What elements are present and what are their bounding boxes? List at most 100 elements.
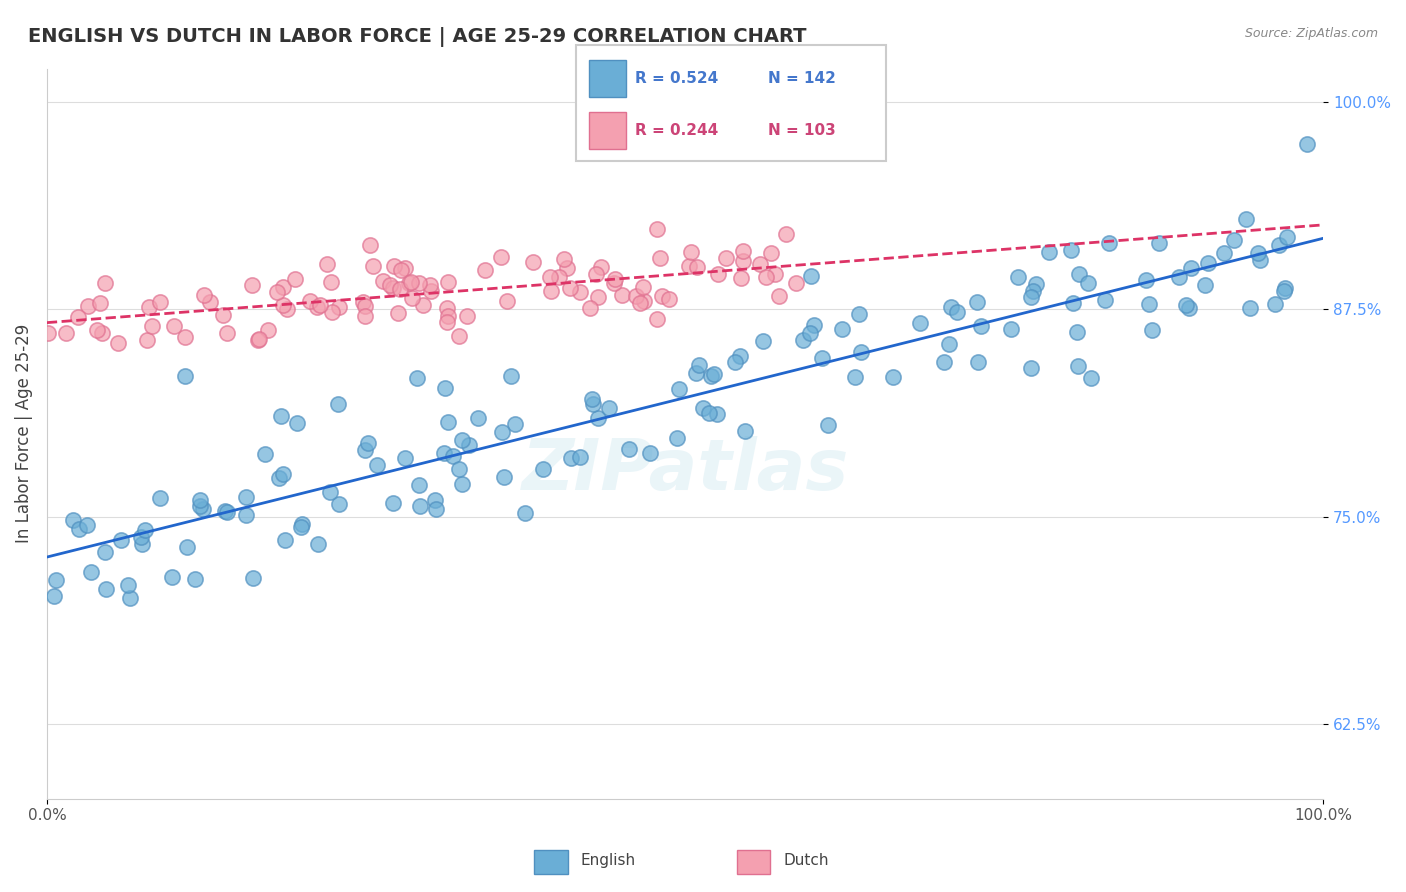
English [242,571,264,585]
Dutch [645,311,668,326]
Dutch [548,270,571,285]
Dutch [353,310,375,324]
English [149,491,172,505]
Dutch [436,315,458,329]
English [1274,284,1296,298]
Text: English: English [581,854,636,868]
English [45,573,67,587]
Dutch [553,252,575,267]
English [1234,211,1257,226]
Dutch [733,253,755,268]
English [160,570,183,584]
English [1025,277,1047,292]
English [1137,297,1160,311]
English [328,497,350,511]
Dutch [89,295,111,310]
English [939,300,962,314]
English [1197,256,1219,270]
English [946,305,969,319]
Dutch [66,310,89,325]
Dutch [328,300,350,314]
English [799,326,821,340]
Dutch [193,288,215,302]
English [307,537,329,551]
Text: ENGLISH VS DUTCH IN LABOR FORCE | AGE 25-29 CORRELATION CHART: ENGLISH VS DUTCH IN LABOR FORCE | AGE 25… [28,27,807,46]
Dutch [212,308,235,322]
Dutch [394,261,416,276]
English [1007,270,1029,285]
English [1268,237,1291,252]
Dutch [603,271,626,285]
Dutch [321,305,343,319]
English [817,417,839,432]
Dutch [624,289,647,303]
English [1142,323,1164,337]
English [666,431,689,445]
English [1212,245,1234,260]
English [752,334,775,348]
English [441,449,464,463]
English [382,496,405,510]
Dutch [107,336,129,351]
English [1067,267,1090,281]
Dutch [610,288,633,302]
FancyBboxPatch shape [737,849,770,874]
Dutch [359,238,381,252]
English [617,442,640,457]
English [800,268,823,283]
English [96,582,118,597]
Dutch [148,295,170,310]
English [1135,273,1157,287]
English [494,470,516,484]
Dutch [586,290,609,304]
English [394,451,416,466]
Dutch [716,252,738,266]
Text: Source: ZipAtlas.com: Source: ZipAtlas.com [1244,27,1378,40]
Text: R = 0.244: R = 0.244 [636,123,718,138]
English [560,450,582,465]
Dutch [419,285,441,299]
English [326,397,349,411]
English [1147,235,1170,250]
English [692,401,714,416]
Dutch [648,252,671,266]
Dutch [86,323,108,337]
FancyBboxPatch shape [589,112,626,149]
Dutch [633,294,655,309]
English [491,425,513,440]
English [458,438,481,452]
English [425,501,447,516]
English [467,411,489,425]
Text: N = 142: N = 142 [768,70,837,86]
English [215,505,238,519]
English [1247,245,1270,260]
English [1239,301,1261,315]
Dutch [136,333,159,347]
English [910,316,932,330]
English [290,520,312,534]
Dutch [589,260,612,275]
English [1277,230,1299,244]
Dutch [298,293,321,308]
English [1222,233,1244,247]
Dutch [768,289,790,303]
English [67,522,90,536]
Dutch [141,318,163,333]
English [1060,244,1083,258]
Dutch [174,330,197,344]
Dutch [353,299,375,313]
English [734,425,756,439]
English [1077,277,1099,291]
Dutch [558,281,581,295]
English [285,416,308,430]
Dutch [645,221,668,235]
Dutch [436,301,458,315]
English [1021,285,1043,299]
Dutch [730,271,752,285]
English [967,355,990,369]
English [1168,270,1191,285]
Dutch [319,275,342,289]
Dutch [408,276,430,290]
Dutch [419,278,441,293]
Dutch [412,298,434,312]
